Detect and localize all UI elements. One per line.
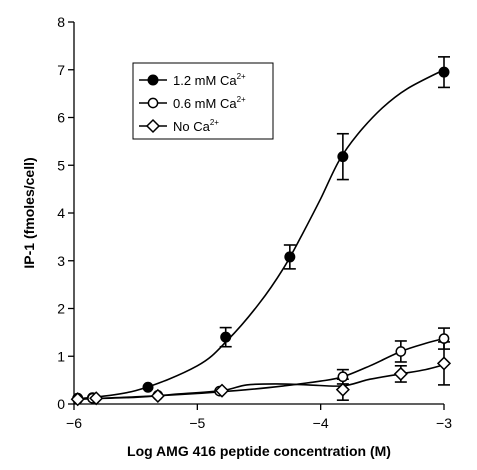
data-point-ca-1-2 <box>438 66 450 78</box>
legend: 1.2 mM Ca2+ 0.6 mM Ca2+ No Ca2+ <box>132 62 274 140</box>
legend-superscript: 2+ <box>210 118 219 127</box>
legend-marker-ca-1-2 <box>147 74 159 86</box>
x-tick-label: −6 <box>66 415 82 431</box>
legend-superscript: 2+ <box>237 95 246 104</box>
legend-marker-no-ca <box>145 118 161 134</box>
data-point-ca-1-2 <box>337 151 349 163</box>
data-point-no-ca <box>393 366 408 381</box>
x-tick-label: −4 <box>313 415 329 431</box>
legend-marker-ca-0-6 <box>147 97 159 109</box>
y-tick-label: 3 <box>57 253 65 269</box>
series-line-ca-0-6 <box>73 337 445 400</box>
y-tick-label: 8 <box>57 14 65 30</box>
data-point-no-ca <box>70 392 85 407</box>
data-point-ca-0-6 <box>395 346 407 357</box>
x-tick-label: −5 <box>189 415 205 431</box>
y-tick-label: 0 <box>57 396 65 412</box>
y-tick-label: 2 <box>57 301 65 317</box>
y-ticks: 0 1 2 3 4 5 6 7 8 <box>57 14 74 412</box>
series-line-no-ca <box>73 364 445 400</box>
data-point-no-ca <box>214 383 230 398</box>
data-point-ca-1-2 <box>284 251 296 263</box>
legend-label-ca-1-2: 1.2 mM Ca2+ <box>173 72 246 88</box>
x-tick-label: −3 <box>436 415 452 431</box>
legend-label-no-ca: No Ca2+ <box>173 118 219 134</box>
data-point-no-ca <box>436 356 452 371</box>
x-axis-title: Log AMG 416 peptide concentration (M) <box>127 443 391 459</box>
y-axis-title: IP-1 (fmoles/cell) <box>21 157 37 268</box>
y-tick-label: 5 <box>57 157 65 173</box>
x-ticks: −6 −5 −4 −3 <box>66 404 452 431</box>
data-point-ca-1-2 <box>142 381 154 393</box>
data-point-no-ca <box>335 382 350 397</box>
legend-label-ca-0-6: 0.6 mM Ca2+ <box>173 95 246 111</box>
data-point-no-ca <box>150 388 165 403</box>
y-tick-label: 1 <box>57 348 65 364</box>
series-line-ca-1-2 <box>73 69 445 400</box>
data-point-ca-1-2 <box>220 331 232 343</box>
markers <box>70 66 452 407</box>
data-point-ca-0-6 <box>438 333 450 344</box>
data-point-ca-0-6 <box>337 371 349 383</box>
y-tick-label: 4 <box>57 205 65 221</box>
y-tick-label: 6 <box>57 110 65 126</box>
y-tick-label: 7 <box>57 62 65 78</box>
legend-superscript: 2+ <box>237 72 246 81</box>
data-point-no-ca <box>89 391 104 406</box>
